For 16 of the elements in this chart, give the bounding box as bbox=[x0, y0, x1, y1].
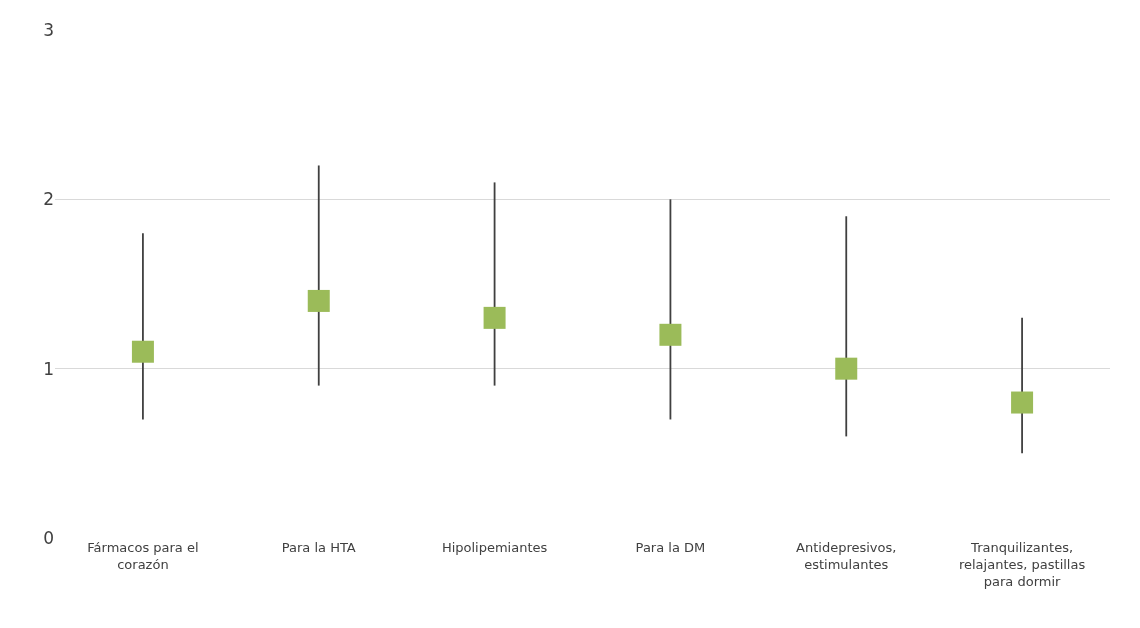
point bbox=[835, 357, 858, 380]
x-tick-label: Antidepresivos, estimulantes bbox=[796, 540, 897, 572]
point bbox=[483, 306, 506, 329]
y-tick-label: 3 bbox=[43, 19, 54, 40]
point bbox=[1011, 391, 1034, 414]
x-tick-label: Hipolipemiantes bbox=[441, 540, 548, 555]
x-tick-label: Fármacos para el corazón bbox=[87, 540, 199, 572]
point bbox=[131, 340, 154, 363]
x-tick-label: Tranquilizantes, relajantes, pastillas para dormir bbox=[958, 540, 1086, 589]
x-tick-label: Para la HTA bbox=[281, 540, 356, 555]
y-tick-label: 2 bbox=[43, 189, 54, 210]
point bbox=[307, 289, 330, 312]
point bbox=[659, 323, 682, 346]
y-tick-label: 0 bbox=[43, 527, 54, 548]
x-tick-label: Para la DM bbox=[635, 540, 706, 555]
y-tick-label: 1 bbox=[43, 358, 54, 379]
